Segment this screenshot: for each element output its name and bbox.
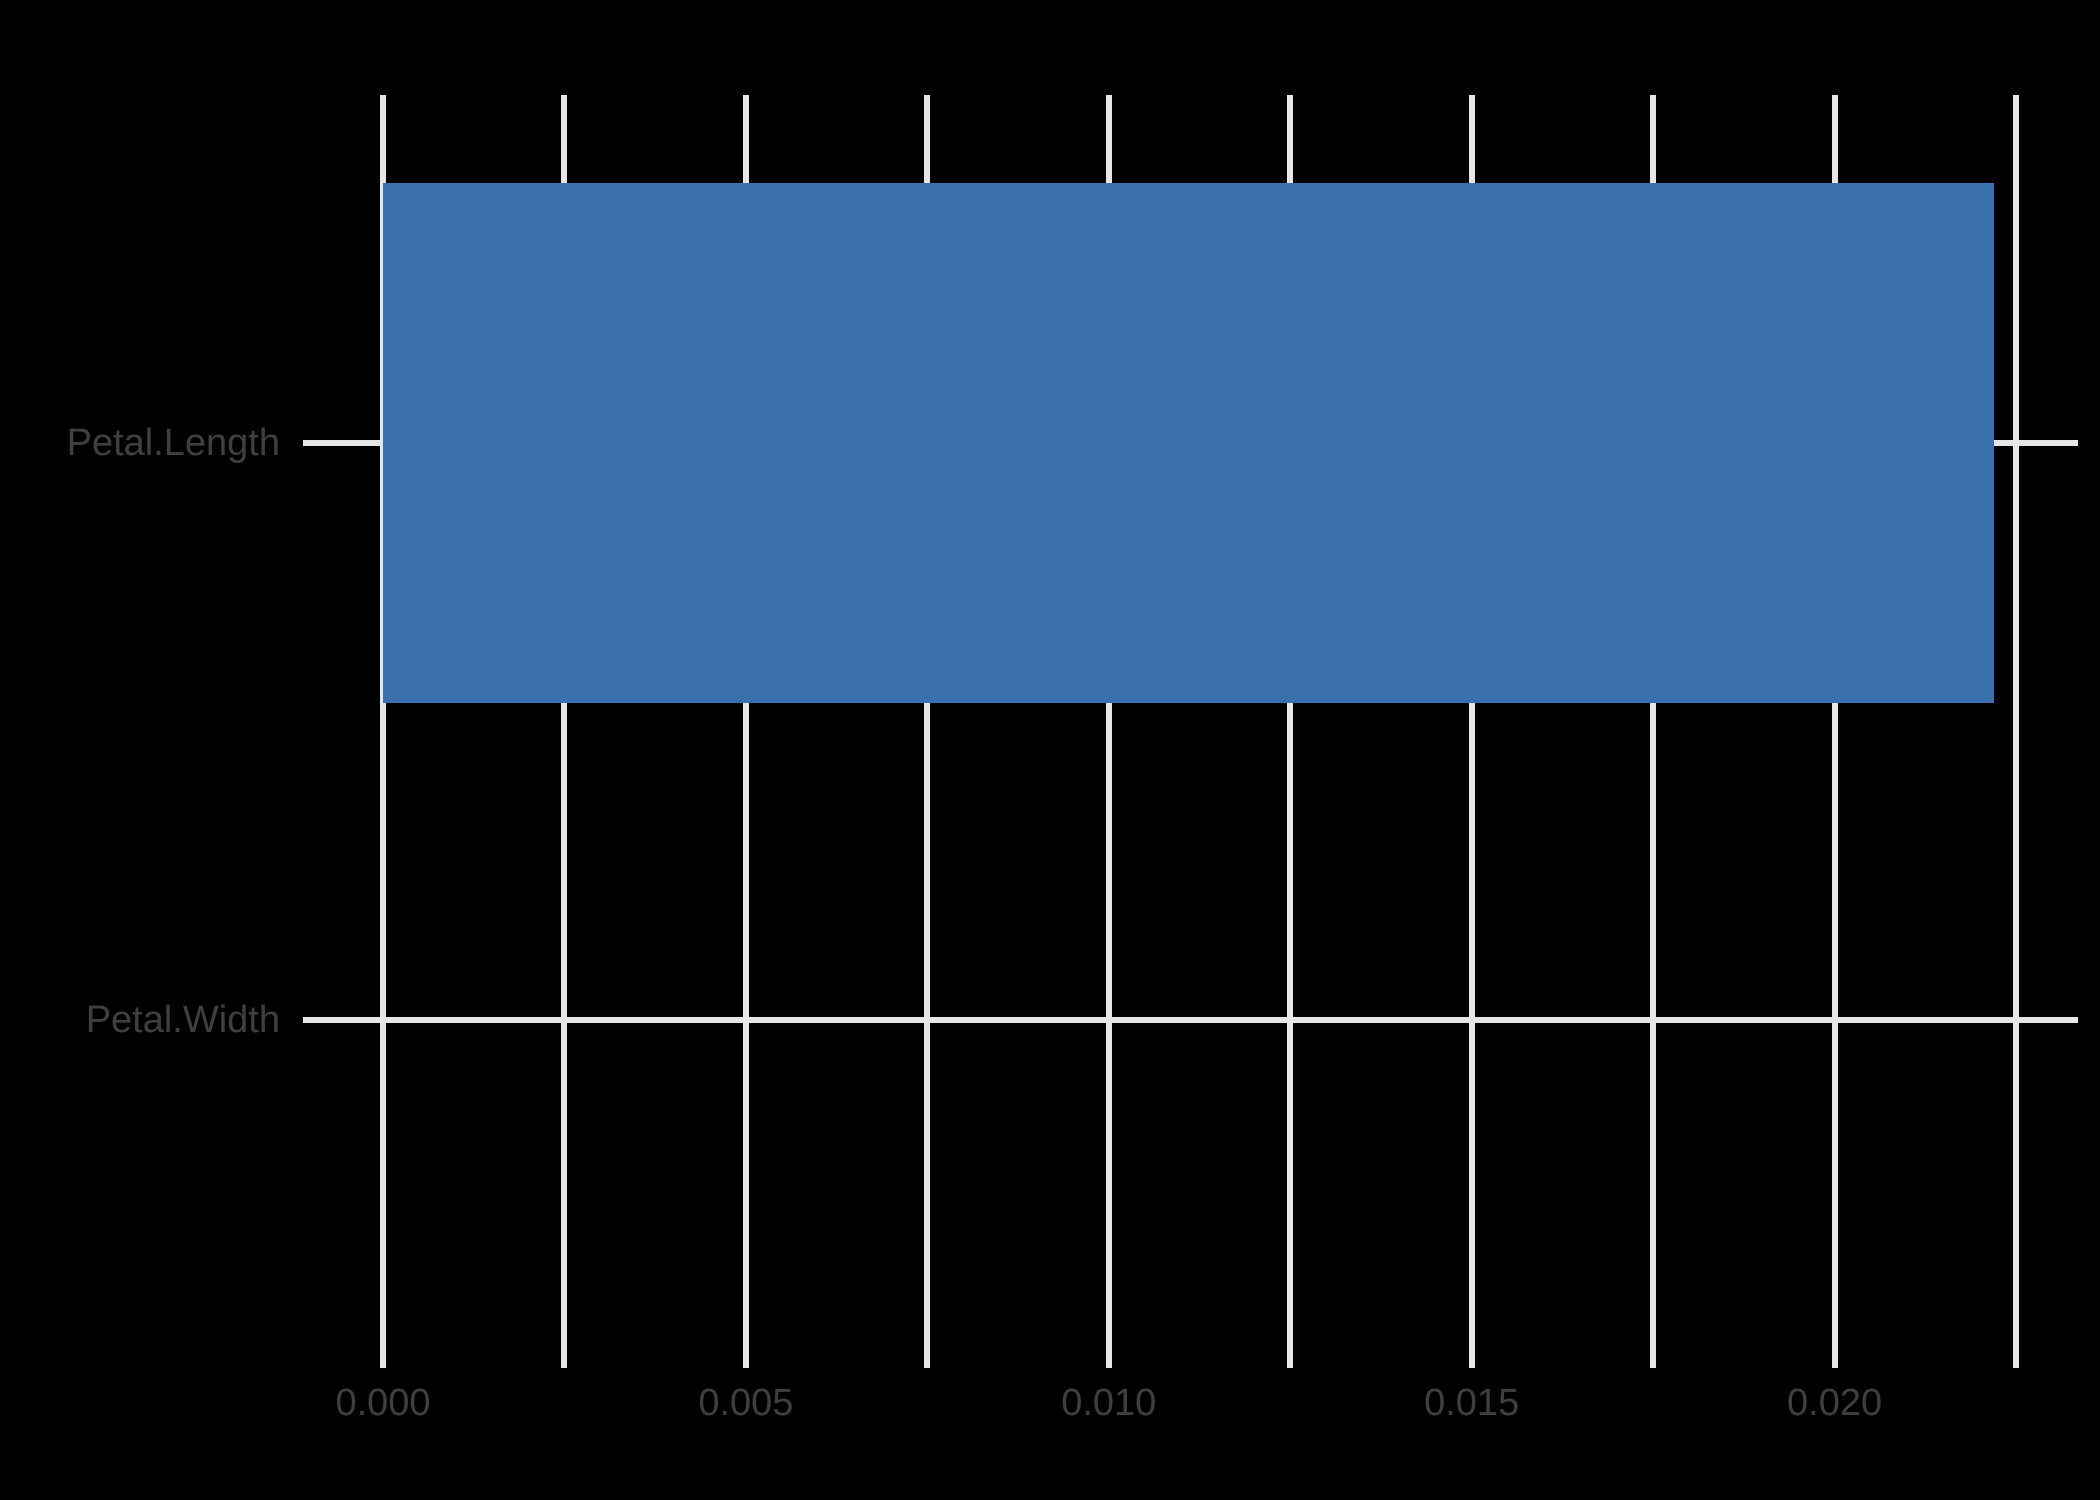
- x-axis-tick-label: 0.005: [698, 1382, 794, 1424]
- x-gridline: [380, 95, 386, 1368]
- x-gridline: [561, 95, 568, 1368]
- x-gridline: [1831, 95, 1838, 1368]
- x-gridline: [1650, 95, 1657, 1368]
- x-axis-tick-label: 0.010: [1061, 1382, 1157, 1424]
- x-gridline: [1105, 95, 1112, 1368]
- x-axis-tick-label: 0.000: [335, 1382, 431, 1424]
- x-gridline: [742, 95, 749, 1368]
- bar-petal-length: [383, 183, 1995, 703]
- x-axis-tick-label: 0.020: [1787, 1382, 1883, 1424]
- x-gridline: [1287, 95, 1294, 1368]
- x-gridline: [2013, 95, 2019, 1368]
- x-gridline: [924, 95, 931, 1368]
- category-gridline: [303, 1017, 2078, 1023]
- x-gridline: [1468, 95, 1475, 1368]
- x-axis-tick-label: 0.015: [1424, 1382, 1520, 1424]
- y-axis-label-petal-width: Petal.Width: [85, 999, 280, 1041]
- y-axis-label-petal-length: Petal.Length: [66, 422, 280, 464]
